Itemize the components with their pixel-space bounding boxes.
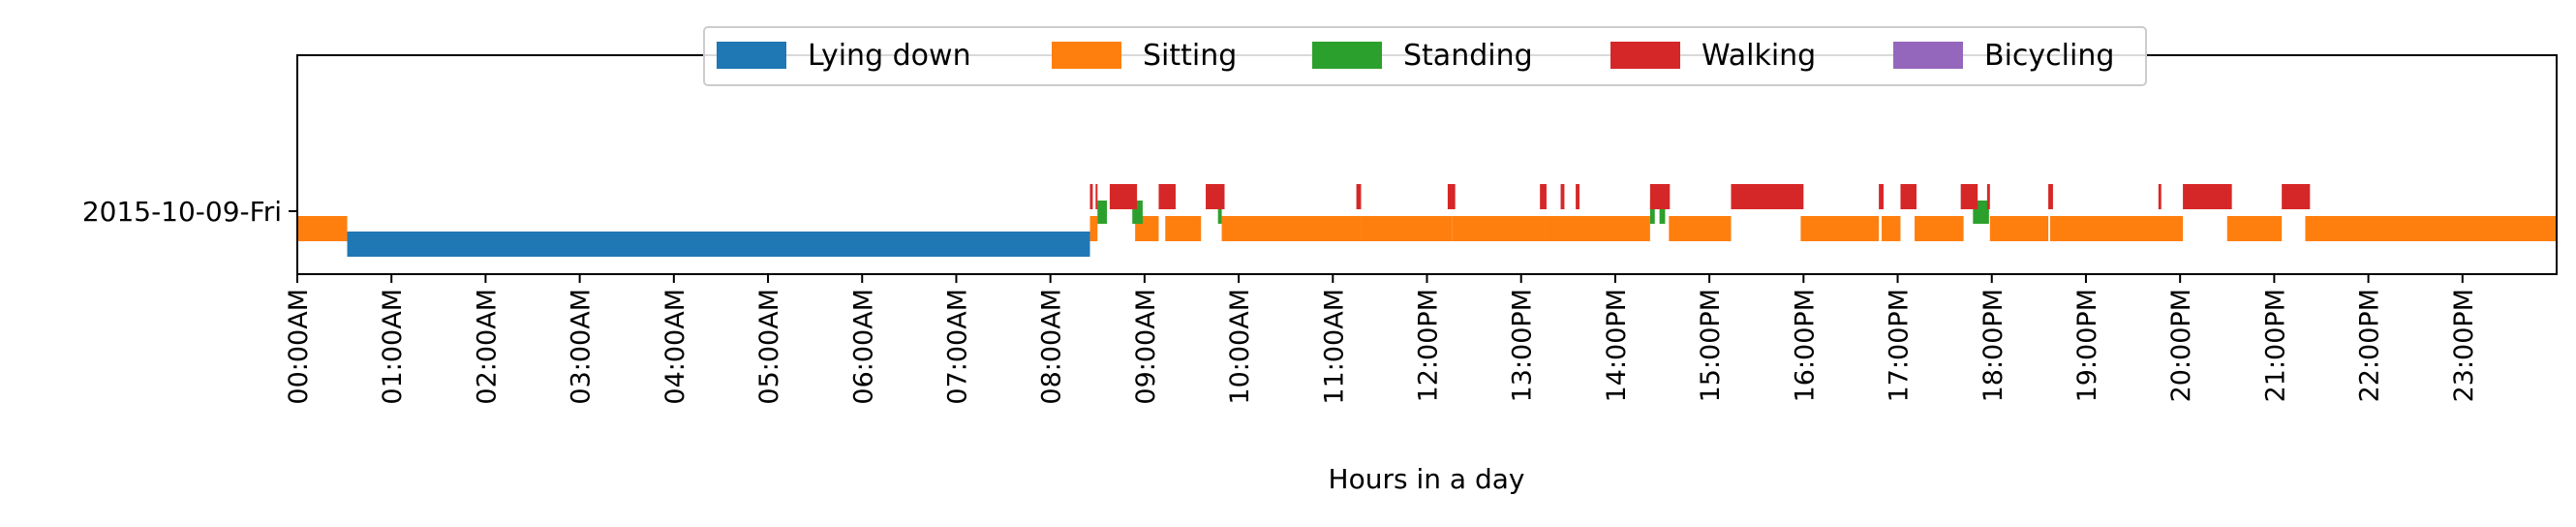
- legend-swatch: [1893, 42, 1963, 69]
- activity-bar: [1900, 184, 1917, 209]
- x-tick-label: 06:00AM: [848, 289, 878, 405]
- activity-bar: [1649, 184, 1671, 209]
- series-walking: [1089, 184, 2311, 209]
- activity-bar: [1221, 216, 1362, 241]
- x-tick-label: 15:00PM: [1696, 289, 1726, 402]
- x-axis-label: Hours in a day: [1329, 463, 1525, 495]
- x-tick-label: 01:00AM: [378, 289, 408, 405]
- activity-bar: [1356, 184, 1362, 209]
- activity-bar: [1882, 216, 1901, 241]
- x-tick-label: 11:00AM: [1319, 289, 1349, 405]
- legend-swatch: [1312, 42, 1382, 69]
- activity-bar: [1089, 184, 1093, 209]
- x-axis: 00:00AM 01:00AM 02:00AM 03:00AM 04:00AM 05:00…: [284, 274, 2479, 405]
- activity-bar: [297, 216, 348, 241]
- activity-bar: [2282, 184, 2311, 209]
- x-tick-label: 14:00PM: [1602, 289, 1632, 402]
- x-tick-label: 12:00PM: [1414, 289, 1444, 402]
- activity-bar: [1669, 216, 1732, 241]
- x-tick-label: 16:00PM: [1790, 289, 1820, 402]
- activity-bar: [1879, 184, 1884, 209]
- series-lying-down: [347, 232, 1090, 257]
- activity-bar: [1986, 184, 1990, 209]
- activity-bar: [1217, 201, 1222, 224]
- x-tick-label: 08:00AM: [1037, 289, 1067, 405]
- activity-bar: [1158, 184, 1176, 209]
- legend-swatch: [717, 42, 786, 69]
- activity-bar: [1731, 184, 1804, 209]
- legend-label: Lying down: [808, 39, 971, 73]
- legend-swatch: [1610, 42, 1680, 69]
- x-tick-label: 22:00PM: [2355, 289, 2385, 402]
- activity-bar: [2050, 216, 2184, 241]
- activity-bar: [2048, 184, 2053, 209]
- activity-bar: [1206, 184, 1225, 209]
- x-tick-label: 17:00PM: [1885, 289, 1915, 402]
- x-tick-label: 05:00AM: [754, 289, 784, 405]
- x-tick-label: 18:00PM: [1978, 289, 2009, 402]
- x-tick-label: 23:00PM: [2449, 289, 2479, 402]
- x-tick-label: 21:00PM: [2260, 289, 2290, 402]
- x-tick-label: 19:00PM: [2072, 289, 2102, 402]
- x-tick-label: 20:00PM: [2166, 289, 2196, 402]
- series-sitting: [297, 216, 2557, 241]
- x-tick-label: 04:00AM: [660, 289, 690, 405]
- activity-bar: [1649, 201, 1655, 224]
- activity-bar: [1095, 184, 1098, 209]
- activity-bar: [1545, 216, 1650, 241]
- activity-bar: [1089, 216, 1098, 241]
- x-tick-label: 09:00AM: [1131, 289, 1161, 405]
- plot-area: [296, 54, 2558, 275]
- x-tick-label: 13:00PM: [1508, 289, 1538, 402]
- y-axis: 2015-10-09-Fri: [82, 196, 297, 228]
- legend-swatch: [1052, 42, 1121, 69]
- activity-bar: [1447, 184, 1456, 209]
- legend-label: Sitting: [1143, 39, 1237, 73]
- legend-label: Walking: [1702, 39, 1816, 73]
- activity-bar: [2305, 216, 2557, 241]
- activity-bar: [1361, 216, 1453, 241]
- activity-bar: [1800, 216, 1880, 241]
- activity-bar: [2183, 184, 2232, 209]
- x-tick-label: 00:00AM: [284, 289, 314, 405]
- activity-bar: [1540, 184, 1547, 209]
- activity-bar: [2158, 184, 2162, 209]
- y-tick-label: 2015-10-09-Fri: [82, 196, 282, 228]
- activity-bar: [1659, 201, 1666, 224]
- activity-bar: [1132, 201, 1143, 224]
- x-tick-label: 10:00AM: [1225, 289, 1255, 405]
- legend: Lying down Sitting Standing Walking Bicyclin…: [703, 26, 2147, 86]
- x-tick-label: 02:00AM: [472, 289, 502, 405]
- activity-bar: [2226, 216, 2283, 241]
- activity-bar: [1452, 216, 1546, 241]
- activity-bar: [1560, 184, 1565, 209]
- activity-bar: [1576, 184, 1579, 209]
- activity-bar: [1097, 201, 1107, 224]
- x-tick-label: 03:00AM: [567, 289, 597, 405]
- activity-bar: [1165, 216, 1202, 241]
- activity-bar: [1109, 184, 1138, 209]
- activity-bar: [347, 232, 1090, 257]
- legend-label: Bicycling: [1984, 39, 2114, 73]
- activity-bar: [1989, 216, 2049, 241]
- activity-bar: [1915, 216, 1964, 241]
- x-tick-label: 07:00AM: [942, 289, 972, 405]
- activity-bar: [1960, 184, 1978, 209]
- legend-label: Standing: [1403, 39, 1533, 73]
